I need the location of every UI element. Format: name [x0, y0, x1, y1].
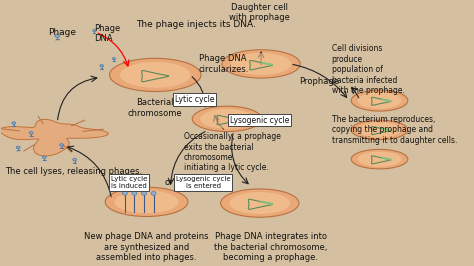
Ellipse shape — [229, 192, 290, 214]
Text: The bacterium reproduces,
copying the prophage and
transmitting it to daughter c: The bacterium reproduces, copying the pr… — [332, 115, 457, 145]
Polygon shape — [0, 119, 108, 156]
Text: The cell lyses, releasing phages.: The cell lyses, releasing phages. — [5, 167, 142, 176]
Ellipse shape — [151, 191, 156, 195]
Ellipse shape — [93, 30, 96, 32]
Ellipse shape — [220, 189, 299, 217]
Text: Phage
DNA: Phage DNA — [94, 24, 120, 43]
Ellipse shape — [60, 144, 64, 146]
Ellipse shape — [351, 149, 408, 169]
Text: New phage DNA and proteins
are synthesized and
assembled into phages.: New phage DNA and proteins are synthesiz… — [84, 232, 209, 262]
Ellipse shape — [100, 65, 103, 67]
Ellipse shape — [120, 62, 191, 88]
Ellipse shape — [109, 58, 201, 92]
Text: The phage injects its DNA.: The phage injects its DNA. — [136, 20, 255, 29]
Ellipse shape — [184, 103, 187, 105]
Ellipse shape — [29, 131, 33, 134]
Text: Cell divisions
produce
population of
bacteria infected
with the prophage.: Cell divisions produce population of bac… — [332, 44, 404, 95]
Ellipse shape — [12, 122, 16, 124]
Text: Occasionally, a prophage
exits the bacterial
chromosome,
initiating a lytic cycl: Occasionally, a prophage exits the bacte… — [183, 132, 281, 172]
Text: Bacterial
chromosome: Bacterial chromosome — [128, 98, 182, 118]
Text: Phage: Phage — [48, 28, 76, 37]
Text: Phage DNA integrates into
the bacterial chromosome,
becoming a prophage.: Phage DNA integrates into the bacterial … — [214, 232, 328, 262]
Ellipse shape — [42, 156, 46, 159]
Ellipse shape — [115, 190, 179, 213]
Ellipse shape — [351, 90, 408, 111]
Text: Lysogenic cycle
is entered: Lysogenic cycle is entered — [176, 176, 230, 189]
Text: or: or — [164, 178, 173, 187]
Ellipse shape — [357, 122, 401, 138]
Text: Phage DNA
circularizes.: Phage DNA circularizes. — [199, 54, 249, 74]
Ellipse shape — [351, 120, 408, 140]
Ellipse shape — [357, 92, 401, 109]
Ellipse shape — [105, 187, 188, 217]
Ellipse shape — [132, 191, 137, 195]
Ellipse shape — [122, 191, 128, 195]
Text: Lytic cycle
is induced: Lytic cycle is induced — [111, 176, 147, 189]
Ellipse shape — [231, 53, 292, 75]
Ellipse shape — [222, 50, 300, 78]
Ellipse shape — [16, 146, 20, 149]
Text: Prophage: Prophage — [299, 77, 339, 86]
Ellipse shape — [200, 109, 254, 129]
Text: Lysogenic cycle: Lysogenic cycle — [230, 116, 290, 124]
Ellipse shape — [357, 152, 401, 167]
Text: Lytic cycle: Lytic cycle — [175, 95, 214, 104]
Text: Daughter cell
with prophage: Daughter cell with prophage — [229, 3, 290, 22]
Ellipse shape — [192, 106, 262, 132]
Ellipse shape — [55, 35, 59, 38]
Ellipse shape — [141, 191, 146, 195]
Ellipse shape — [112, 58, 116, 60]
Ellipse shape — [73, 158, 77, 161]
